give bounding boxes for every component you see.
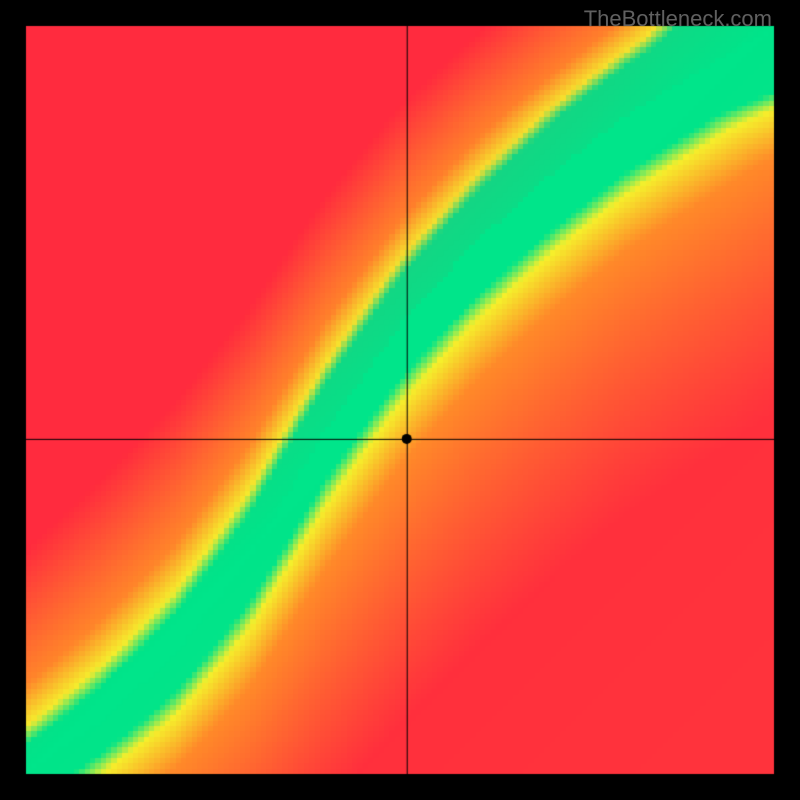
chart-container: TheBottleneck.com	[0, 0, 800, 800]
attribution-text: TheBottleneck.com	[584, 6, 772, 32]
bottleneck-heatmap	[0, 0, 800, 800]
